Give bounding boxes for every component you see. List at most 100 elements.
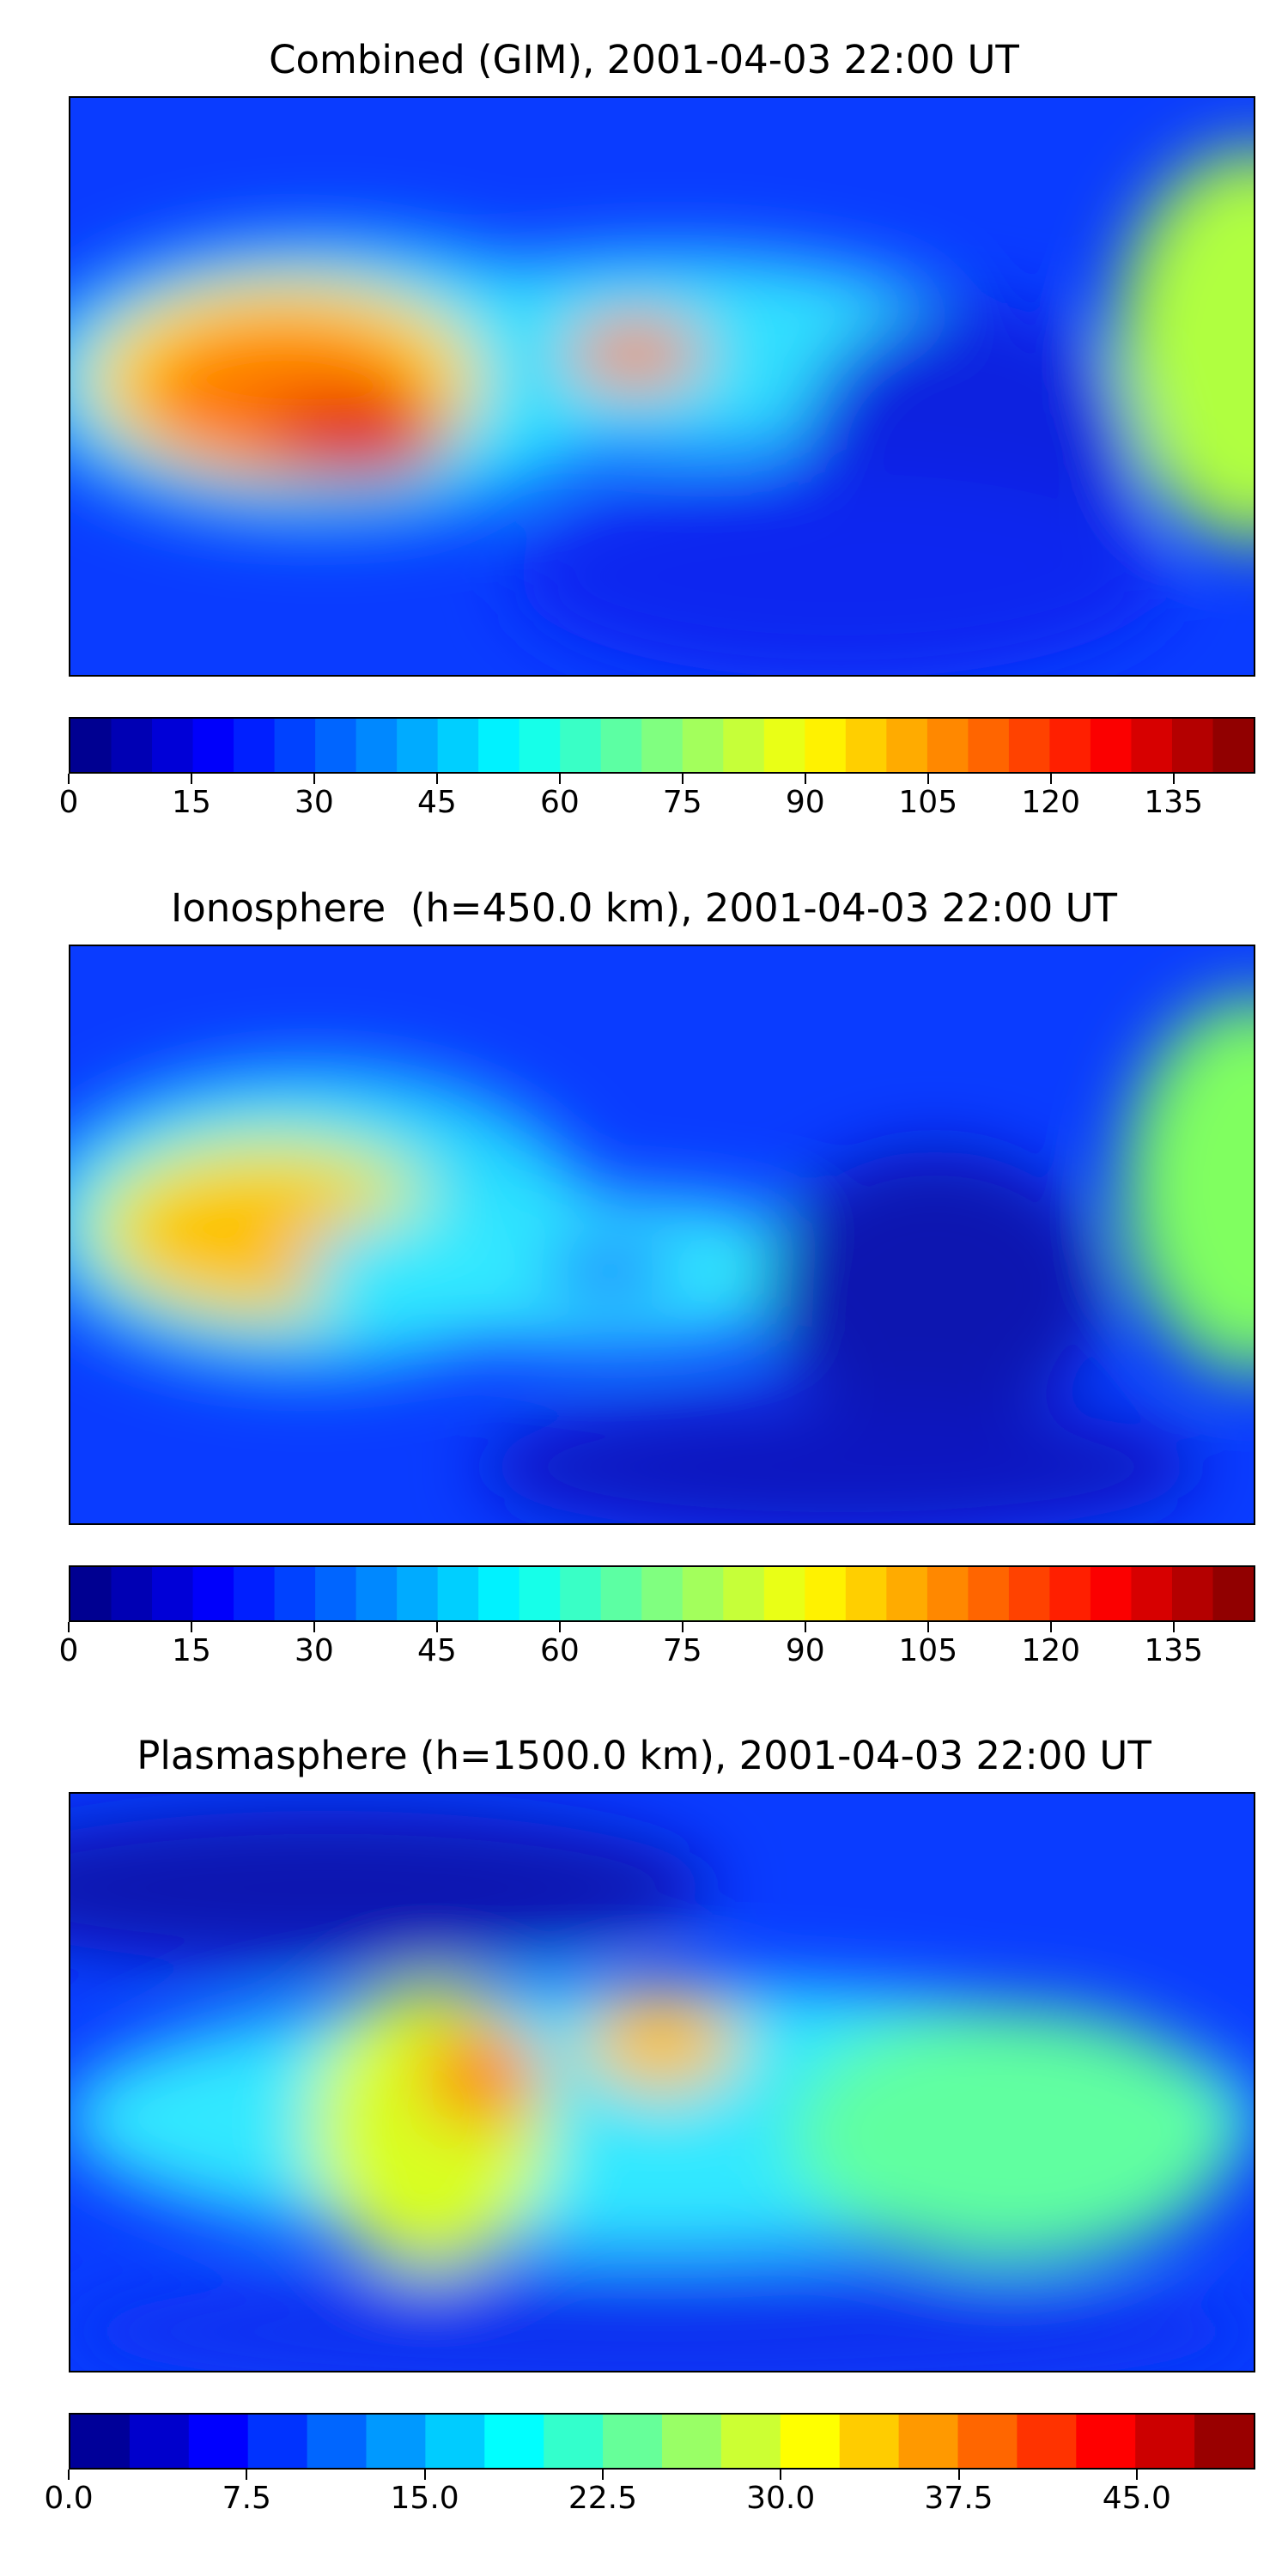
colorbar-level [1076, 2415, 1136, 2468]
panel-3-colorbar [69, 2413, 1255, 2470]
colorbar-level [682, 1567, 724, 1620]
colorbar-level [152, 719, 194, 772]
colorbar-level [70, 1567, 112, 1620]
colorbar-tick-label: 15 [172, 785, 211, 820]
colorbar-level [70, 2415, 131, 2468]
colorbar-level [1171, 1567, 1214, 1620]
colorbar-tick-label: 22.5 [568, 2481, 637, 2516]
colorbar-tick [68, 774, 70, 784]
colorbar-level [805, 1567, 847, 1620]
colorbar-tick-label: 135 [1144, 785, 1204, 820]
colorbar-tick-label: 0 [58, 785, 79, 820]
colorbar-level [805, 719, 847, 772]
colorbar-tick-label: 0 [58, 1633, 79, 1668]
panel-2-map [69, 945, 1255, 1525]
colorbar-level [968, 719, 1010, 772]
colorbar-level [845, 1567, 887, 1620]
colorbar-level [1212, 719, 1254, 772]
colorbar-tick [957, 2470, 960, 2480]
colorbar-level [1171, 719, 1214, 772]
colorbar-tick [68, 1622, 70, 1632]
panel-1-colorbar-gradient [70, 719, 1254, 772]
colorbar-tick [558, 1622, 561, 1632]
panel-3-colorbar-gradient [70, 2415, 1254, 2468]
colorbar-level [1131, 719, 1173, 772]
colorbar-tick-label: 0.0 [44, 2481, 94, 2516]
colorbar-level [274, 1567, 316, 1620]
colorbar-level [315, 1567, 357, 1620]
colorbar-level [1090, 1567, 1133, 1620]
colorbar-level [839, 2415, 900, 2468]
colorbar-tick-label: 15 [172, 1633, 211, 1668]
colorbar-tick [1049, 774, 1052, 784]
colorbar-tick [804, 1622, 806, 1632]
panel-1-colorbar [69, 717, 1255, 774]
colorbar-level [886, 1567, 928, 1620]
colorbar-tick [190, 1622, 192, 1632]
colorbar-level [355, 719, 398, 772]
colorbar-tick-label: 37.5 [924, 2481, 993, 2516]
colorbar-level [968, 1567, 1010, 1620]
colorbar-level [315, 719, 357, 772]
colorbar-level [886, 719, 928, 772]
colorbar-level [600, 1567, 642, 1620]
colorbar-tick-label: 30 [295, 785, 334, 820]
colorbar-level [641, 719, 683, 772]
colorbar-tick-label: 105 [898, 1633, 958, 1668]
colorbar-level [307, 2415, 368, 2468]
colorbar-level [478, 1567, 520, 1620]
panel-1-title: Combined (GIM), 2001-04-03 22:00 UT [269, 37, 1019, 82]
colorbar-level [641, 1567, 683, 1620]
colorbar-tick [313, 774, 315, 784]
colorbar-level [763, 1567, 805, 1620]
colorbar-level [1049, 719, 1091, 772]
colorbar-tick-label: 90 [785, 785, 825, 820]
colorbar-level [192, 1567, 234, 1620]
colorbar-tick-label: 75 [662, 1633, 702, 1668]
colorbar-level [397, 719, 439, 772]
colorbar-tick [435, 1622, 438, 1632]
colorbar-level [192, 719, 234, 772]
colorbar-level [682, 719, 724, 772]
colorbar-tick [423, 2470, 426, 2480]
colorbar-level [397, 1567, 439, 1620]
colorbar-tick-label: 7.5 [222, 2481, 271, 2516]
colorbar-level [425, 2415, 485, 2468]
colorbar-level [1090, 719, 1133, 772]
colorbar-tick-label: 120 [1021, 1633, 1081, 1668]
colorbar-level [927, 719, 969, 772]
colorbar-tick [1135, 2470, 1138, 2480]
colorbar-tick-label: 45 [416, 1633, 457, 1668]
colorbar-level [437, 1567, 479, 1620]
colorbar-level [234, 719, 276, 772]
colorbar-level [957, 2415, 1018, 2468]
colorbar-level [1017, 2415, 1077, 2468]
colorbar-tick [190, 774, 192, 784]
colorbar-tick [681, 1622, 683, 1632]
colorbar-level [1212, 1567, 1254, 1620]
panel-3-map [69, 1792, 1255, 2372]
colorbar-level [234, 1567, 276, 1620]
panel-3-heatmap [70, 1794, 1254, 2371]
colorbar-tick [927, 1622, 929, 1632]
colorbar-level [111, 719, 153, 772]
colorbar-level [274, 719, 316, 772]
colorbar-level [544, 2415, 604, 2468]
panel-1-map [69, 96, 1255, 677]
colorbar-tick [1049, 1622, 1052, 1632]
colorbar-tick-label: 90 [785, 1633, 825, 1668]
colorbar-tick [313, 1622, 315, 1632]
colorbar-level [662, 2415, 722, 2468]
colorbar-level [188, 2415, 249, 2468]
colorbar-tick [558, 774, 561, 784]
colorbar-level [247, 2415, 308, 2468]
colorbar-level [560, 1567, 602, 1620]
colorbar-tick-label: 120 [1021, 785, 1081, 820]
colorbar-level [898, 2415, 959, 2468]
colorbar-tick-label: 30 [295, 1633, 334, 1668]
panel-2-title: Ionosphere (h=450.0 km), 2001-04-03 22:0… [170, 885, 1118, 931]
colorbar-tick [601, 2470, 604, 2480]
colorbar-tick [246, 2470, 248, 2480]
colorbar-level [1008, 719, 1051, 772]
colorbar-tick [780, 2470, 782, 2480]
